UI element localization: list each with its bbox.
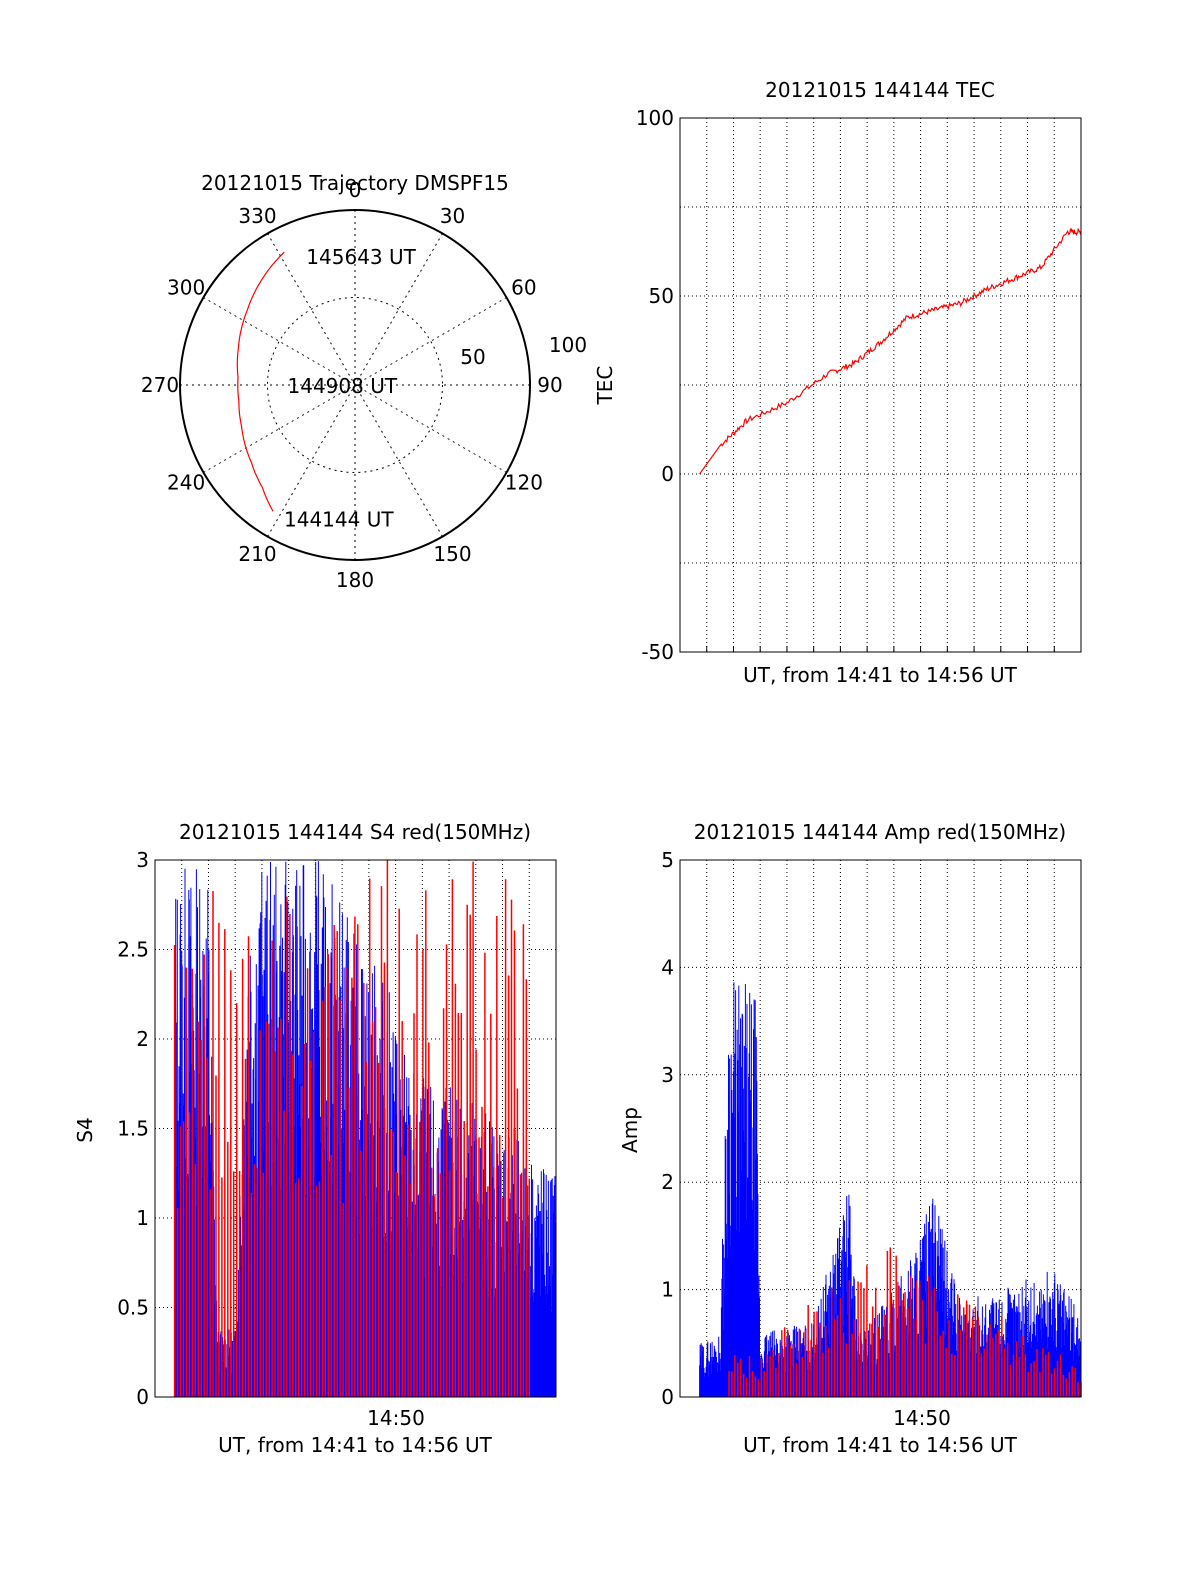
azimuth-label: 120	[505, 471, 543, 495]
y-tick-label: 100	[636, 106, 674, 130]
azimuth-label: 240	[167, 471, 205, 495]
y-tick-label: 2	[136, 1027, 149, 1051]
trajectory-annotations: 145643 UT 144908 UT 144144 UT	[284, 245, 417, 531]
amp-ylabel: Amp	[618, 1107, 642, 1153]
y-tick-label: 2	[661, 1170, 674, 1194]
s4-ylabel: S4	[73, 1117, 97, 1142]
amp-y-tick-labels: 0 1 2 3 4 5	[661, 848, 674, 1409]
tec-y-tick-labels: -50 0 50 100	[636, 106, 674, 664]
radial-label: 100	[549, 333, 587, 357]
time-annotation: 144144 UT	[284, 507, 394, 531]
azimuth-label: 60	[511, 276, 536, 300]
polar-grid	[180, 210, 530, 560]
tec-ylabel: TEC	[593, 366, 617, 406]
amp-frame	[679, 859, 1082, 1398]
y-tick-label: 3	[136, 848, 149, 872]
radial-labels: 50 100	[460, 333, 587, 369]
tec-title: 20121015 144144 TEC	[765, 78, 995, 102]
s4-xlabel: UT, from 14:41 to 14:56 UT	[218, 1433, 493, 1457]
s4-y-tick-labels: 0 0.5 1 1.5 2 2.5 3	[117, 848, 149, 1409]
s4-plot: 20121015 144144 S4 red(150MHz) 0 0.5 1 1.5 2…	[73, 820, 557, 1457]
y-tick-label: 1	[136, 1206, 149, 1230]
tec-series-line	[699, 227, 1081, 475]
polar-spoke	[267, 233, 443, 537]
y-tick-label: 50	[649, 284, 674, 308]
azimuth-label: 180	[336, 568, 374, 592]
red-series	[173, 860, 531, 1397]
azimuth-labels: 0 30 60 90 120 150 180 210 240 270 300 330	[141, 178, 563, 592]
y-tick-label: 5	[661, 848, 674, 872]
trajectory-line	[236, 251, 285, 512]
azimuth-label: 300	[167, 276, 205, 300]
blue-series	[174, 861, 557, 1397]
polar-title: 20121015 Trajectory DMSPF15	[201, 171, 509, 195]
tec-frame	[679, 117, 1082, 653]
azimuth-label: 30	[440, 204, 465, 228]
y-tick-label: 3	[661, 1063, 674, 1087]
y-tick-label: 0	[136, 1385, 149, 1409]
polar-trajectory-plot: 20121015 Trajectory DMSPF15 0 30 60 90 120 15…	[141, 171, 587, 592]
azimuth-label: 210	[238, 542, 276, 566]
tec-grid	[680, 118, 1081, 652]
azimuth-label: 150	[433, 542, 471, 566]
s4-title: 20121015 144144 S4 red(150MHz)	[179, 820, 531, 844]
s4-series	[173, 860, 557, 1397]
y-tick-label: 1.5	[117, 1117, 149, 1141]
red-series	[728, 1247, 1082, 1397]
time-annotation: 144908 UT	[288, 374, 398, 398]
y-tick-label: 4	[661, 955, 674, 979]
amp-title: 20121015 144144 Amp red(150MHz)	[694, 820, 1066, 844]
radial-label: 50	[460, 345, 485, 369]
y-tick-label: 0.5	[117, 1296, 149, 1320]
y-tick-label: 0	[661, 462, 674, 486]
time-annotation: 145643 UT	[306, 245, 416, 269]
azimuth-label: 270	[141, 373, 179, 397]
amp-xtick-label: 14:50	[893, 1406, 951, 1430]
tec-xlabel: UT, from 14:41 to 14:56 UT	[743, 663, 1018, 687]
s4-frame	[154, 859, 557, 1398]
amp-plot: 20121015 144144 Amp red(150MHz) 0 1 2 3 4 5 A…	[618, 820, 1082, 1457]
azimuth-label: 330	[238, 204, 276, 228]
y-tick-label: -50	[641, 640, 674, 664]
polar-ring-50	[267, 297, 443, 473]
y-tick-label: 1	[661, 1278, 674, 1302]
tec-plot: 20121015 144144 TEC -50 0 50 100 TEC UT, fr…	[593, 78, 1082, 687]
s4-xtick-label: 14:50	[367, 1406, 425, 1430]
azimuth-label: 0	[349, 178, 362, 202]
y-tick-label: 0	[661, 1385, 674, 1409]
amp-series	[699, 982, 1082, 1397]
y-tick-label: 2.5	[117, 938, 149, 962]
amp-xlabel: UT, from 14:41 to 14:56 UT	[743, 1433, 1018, 1457]
azimuth-label: 90	[537, 373, 562, 397]
